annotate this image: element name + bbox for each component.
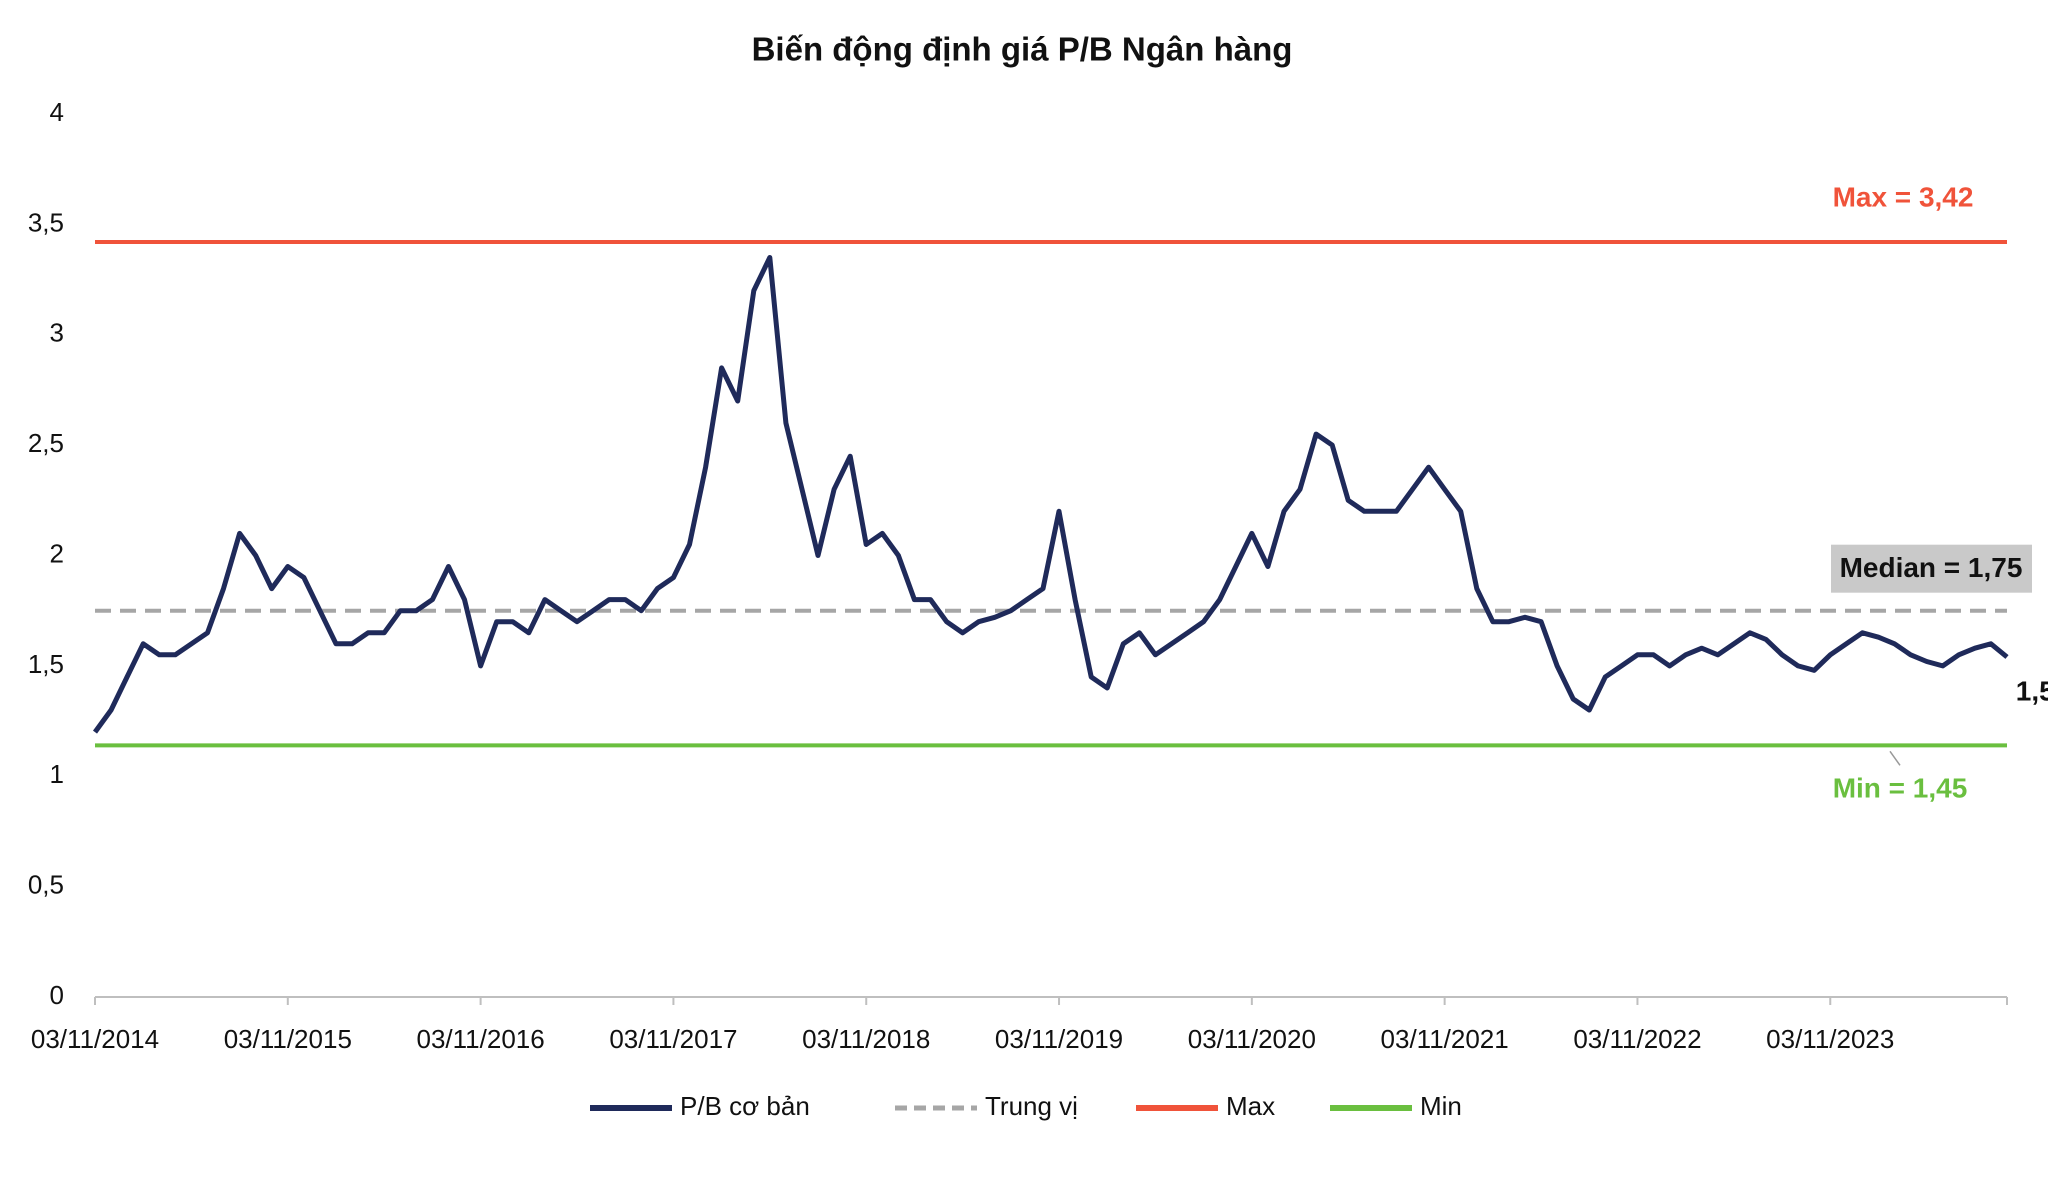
x-tick-label: 03/11/2016 <box>417 1024 545 1054</box>
y-tick-label: 4 <box>50 97 64 127</box>
leader-line <box>1889 750 1901 766</box>
x-tick-label: 03/11/2023 <box>1766 1024 1894 1054</box>
chart-title: Biến động định giá P/B Ngân hàng <box>752 31 1293 68</box>
x-tick-label: 03/11/2015 <box>224 1024 352 1054</box>
legend-label: Trung vị <box>985 1091 1078 1121</box>
legend-label: Min <box>1420 1091 1462 1121</box>
y-tick-label: 1,5 <box>28 649 64 679</box>
x-tick-label: 03/11/2018 <box>802 1024 930 1054</box>
end-value-label: 1,54 <box>2016 675 2048 706</box>
y-tick-label: 0,5 <box>28 870 64 900</box>
reference-label: Min = 1,45 <box>1833 773 1968 804</box>
median-label-box <box>1831 544 2032 593</box>
y-tick-label: 2,5 <box>28 428 64 458</box>
legend-label: Max <box>1226 1091 1275 1121</box>
y-tick-label: 1 <box>50 759 64 789</box>
reference-label: Max = 3,42 <box>1833 181 1974 212</box>
x-tick-label: 03/11/2021 <box>1381 1024 1509 1054</box>
y-tick-label: 2 <box>50 538 64 568</box>
series-line <box>92 255 2009 734</box>
x-tick-label: 03/11/2022 <box>1573 1024 1701 1054</box>
legend-label: P/B cơ bản <box>680 1091 810 1121</box>
y-tick-label: 3,5 <box>28 207 64 237</box>
x-tick-label: 03/11/2020 <box>1188 1024 1316 1054</box>
reference-label: Median = 1,75 <box>1840 552 2023 583</box>
y-tick-label: 3 <box>50 318 64 348</box>
x-tick-label: 03/11/2014 <box>31 1024 159 1054</box>
x-tick-label: 03/11/2019 <box>995 1024 1123 1054</box>
x-tick-label: 03/11/2017 <box>609 1024 737 1054</box>
y-tick-label: 0 <box>50 980 64 1010</box>
